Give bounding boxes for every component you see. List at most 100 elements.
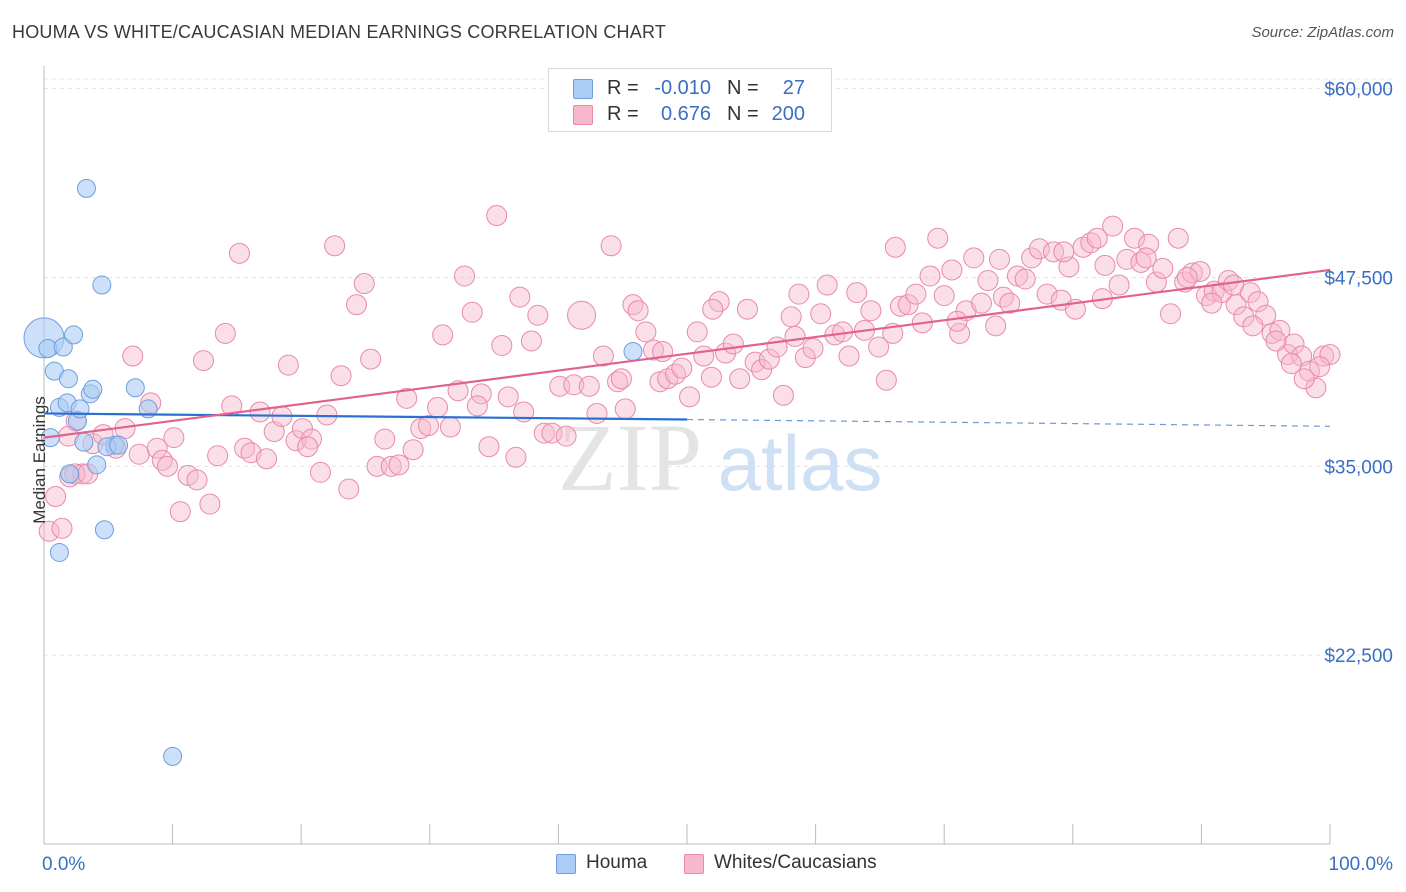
whites-point xyxy=(497,386,519,408)
whites-point xyxy=(627,300,649,322)
whites-point xyxy=(38,520,60,542)
chart-title: HOUMA VS WHITE/CAUCASIAN MEDIAN EARNINGS… xyxy=(12,22,667,42)
whites-point xyxy=(600,235,622,257)
whites-point xyxy=(470,383,492,405)
whites-point xyxy=(353,273,375,295)
whites-point xyxy=(884,236,906,258)
houma-trend-extension xyxy=(686,418,1331,427)
whites-trend-line xyxy=(43,268,1331,439)
whites-point xyxy=(1021,247,1043,269)
houma-point xyxy=(49,542,69,562)
whites-point xyxy=(1201,292,1223,314)
whites-point xyxy=(751,359,773,381)
whites-point xyxy=(146,437,168,459)
whites-point xyxy=(324,235,346,257)
whites-point xyxy=(897,294,919,316)
whites-point xyxy=(491,334,513,356)
whites-point xyxy=(963,247,985,269)
houma-point xyxy=(76,178,96,198)
whites-point xyxy=(338,478,360,500)
houma-point xyxy=(74,432,94,452)
whites-point xyxy=(610,368,632,390)
houma-point xyxy=(163,746,183,766)
whites-point xyxy=(635,321,657,343)
y-tick-label: $47,500 xyxy=(1324,268,1393,289)
whites-point xyxy=(1189,260,1211,282)
whites-point xyxy=(933,285,955,307)
whites-point xyxy=(1152,257,1174,279)
whites-point xyxy=(758,348,780,370)
whites-point xyxy=(766,336,788,358)
whites-point xyxy=(860,300,882,322)
whites-point xyxy=(122,345,144,367)
whites-point xyxy=(520,330,542,352)
whites-point xyxy=(541,422,563,444)
houma-point xyxy=(92,275,112,295)
houma-point xyxy=(109,435,129,455)
whites-point xyxy=(309,461,331,483)
whites-point xyxy=(1014,268,1036,290)
whites-point xyxy=(51,517,73,539)
whites-point xyxy=(527,304,549,326)
whites-point xyxy=(816,274,838,296)
whites-point xyxy=(736,298,758,320)
whites-point xyxy=(1223,274,1245,296)
whites-point xyxy=(905,283,927,305)
stats-legend: R = -0.010 N = 27 R = 0.676 N = 200 xyxy=(548,68,832,132)
whites-legend-label: Whites/Caucasians xyxy=(714,852,877,873)
whites-point xyxy=(729,368,751,390)
houma-point xyxy=(60,464,80,484)
whites-point xyxy=(794,347,816,369)
tick-labels: $22,500 $35,000 $47,500 $60,000 0.0% 100.0% xyxy=(42,80,1393,875)
whites-point xyxy=(1247,291,1269,313)
whites-point xyxy=(128,443,150,465)
whites-point xyxy=(1102,215,1124,237)
r-value: -0.010 xyxy=(654,77,711,99)
whites-point xyxy=(360,348,382,370)
whites-point xyxy=(388,454,410,476)
x-tick-label: 100.0% xyxy=(1329,854,1394,875)
whites-point xyxy=(447,380,469,402)
houma-point xyxy=(87,455,107,475)
whites-point xyxy=(505,446,527,468)
whites-point xyxy=(555,425,577,447)
whites-point xyxy=(999,292,1021,314)
whites-point xyxy=(988,248,1010,270)
whites-point xyxy=(1265,330,1287,352)
r-value: 0.676 xyxy=(660,103,711,125)
whites-point xyxy=(1309,356,1331,378)
whites-point xyxy=(664,363,686,385)
whites-point xyxy=(374,428,396,450)
legend-row-whites: R = 0.676 N = 200 xyxy=(549,100,831,128)
whites-point xyxy=(45,486,67,508)
whites-point xyxy=(186,469,208,491)
n-value: 200 xyxy=(771,103,805,125)
whites-point xyxy=(249,401,271,423)
whites-point xyxy=(1293,368,1315,390)
whites-point xyxy=(461,301,483,323)
houma-point xyxy=(70,399,90,419)
whites-point xyxy=(643,339,665,361)
whites-point xyxy=(772,384,794,406)
whites-point xyxy=(1124,227,1146,249)
whites-legend-swatch xyxy=(684,854,704,874)
houma-point xyxy=(53,337,73,357)
whites-point xyxy=(1242,315,1264,337)
whites-point xyxy=(207,445,229,467)
whites-point xyxy=(846,282,868,304)
whites-point xyxy=(686,321,708,343)
whites-point xyxy=(466,395,488,417)
whites-point xyxy=(946,310,968,332)
whites-point xyxy=(700,366,722,388)
n-label: N = xyxy=(727,77,759,99)
whites-point xyxy=(1036,283,1058,305)
whites-point xyxy=(722,333,744,355)
whites-point xyxy=(192,350,214,372)
whites-point xyxy=(330,365,352,387)
whites-point xyxy=(396,387,418,409)
houma-swatch xyxy=(573,79,593,99)
whites-point xyxy=(1138,233,1160,255)
whites-point xyxy=(970,292,992,314)
whites-point xyxy=(163,427,185,449)
